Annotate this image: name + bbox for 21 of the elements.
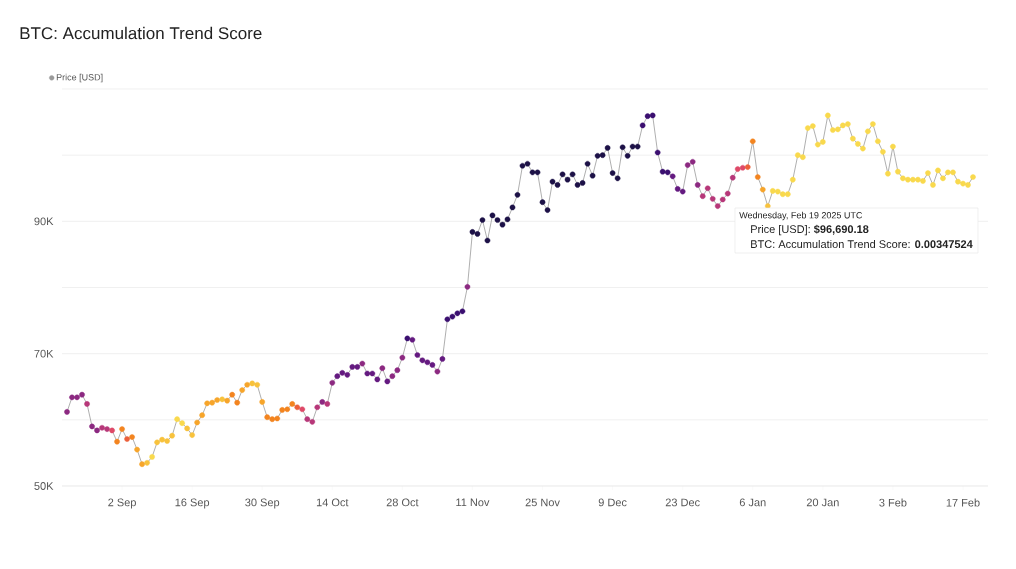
annotation: Wednesday, Feb 19 2025 UTC	[739, 211, 863, 221]
legend-label: Price [USD]	[56, 73, 103, 83]
y-tick-label: 90K	[34, 217, 54, 226]
x-tick-label: 14 Oct	[316, 498, 349, 507]
annotation: BTC: Accumulation Trend Score: 0.00347524	[751, 239, 973, 249]
x-tick-label: 25 Nov	[525, 498, 560, 507]
x-tick-label: 3 Feb	[879, 498, 907, 507]
x-tick-label: 2 Sep	[108, 498, 136, 509]
x-tick-label: 11 Nov	[456, 498, 490, 507]
x-tick-label: 6 Jan	[739, 498, 766, 507]
x-tick-label: 28 Oct	[386, 498, 419, 507]
x-tick-label: 17 Feb	[946, 498, 980, 507]
x-tick-label: 20 Jan	[806, 498, 839, 507]
y-tick-label: 70K	[34, 349, 54, 358]
x-tick-label: 23 Dec	[665, 498, 700, 507]
x-tick-label: 9 Dec	[598, 498, 627, 507]
x-tick-label: 16 Sep	[175, 498, 210, 509]
annotation: Price [USD]: $96,690.18	[751, 224, 869, 236]
chart-title: BTC: Accumulation Trend Score	[20, 26, 262, 40]
x-tick-label: 30 Sep	[245, 498, 280, 509]
y-tick-label: 50K	[34, 482, 54, 490]
